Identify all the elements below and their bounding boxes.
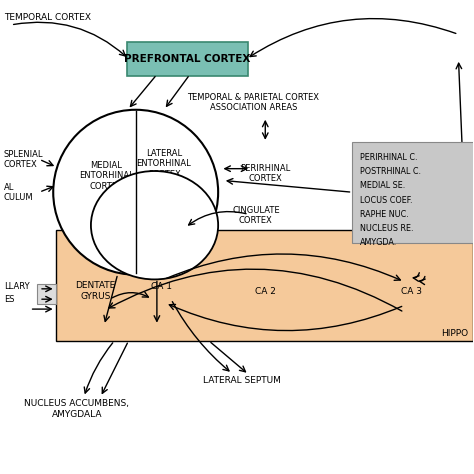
Text: LLARY: LLARY xyxy=(4,282,29,291)
Text: AL
CULUM: AL CULUM xyxy=(4,182,33,202)
Text: CA 3: CA 3 xyxy=(401,287,422,296)
Text: AMYGDA.: AMYGDA. xyxy=(359,238,397,247)
Text: SPLENIAL
CORTEX: SPLENIAL CORTEX xyxy=(4,150,43,169)
Text: CA 1: CA 1 xyxy=(151,282,172,291)
Text: CINGULATE
CORTEX: CINGULATE CORTEX xyxy=(232,206,280,226)
Text: TEMPORAL CORTEX: TEMPORAL CORTEX xyxy=(4,13,91,22)
Text: PERIRHINAL
CORTEX: PERIRHINAL CORTEX xyxy=(240,164,291,183)
FancyBboxPatch shape xyxy=(127,42,248,76)
Text: DENTATE
GYRUS: DENTATE GYRUS xyxy=(75,282,116,301)
Text: PREFRONTAL CORTEX: PREFRONTAL CORTEX xyxy=(124,54,251,64)
Ellipse shape xyxy=(91,171,218,279)
Bar xyxy=(36,284,55,304)
Text: RAPHE NUC.: RAPHE NUC. xyxy=(359,210,408,219)
Text: TEMPORAL & PARIETAL CORTEX
ASSOCIATION AREAS: TEMPORAL & PARIETAL CORTEX ASSOCIATION A… xyxy=(188,93,319,112)
Text: ENTORHINAL
CORTEX: ENTORHINAL CORTEX xyxy=(127,213,182,233)
FancyBboxPatch shape xyxy=(352,142,474,243)
Ellipse shape xyxy=(53,110,218,275)
Text: NUCLEUS ACCUMBENS,
AMYGDALA: NUCLEUS ACCUMBENS, AMYGDALA xyxy=(24,399,129,419)
Text: LATERAL SEPTUM: LATERAL SEPTUM xyxy=(203,376,281,385)
Text: CA 2: CA 2 xyxy=(255,287,276,296)
Bar xyxy=(55,230,473,341)
Text: MEDIAL
ENTORHINAL
CORTEX: MEDIAL ENTORHINAL CORTEX xyxy=(79,161,133,191)
Text: LATERAL
ENTORHINAL
CORTEX: LATERAL ENTORHINAL CORTEX xyxy=(137,149,191,179)
Text: POSTRHINAL C.: POSTRHINAL C. xyxy=(359,167,420,176)
Text: ES: ES xyxy=(4,295,14,304)
Text: PERIRHINAL C.: PERIRHINAL C. xyxy=(359,153,417,162)
Text: MEDIAL SE.: MEDIAL SE. xyxy=(359,182,405,191)
Text: LOCUS COEF.: LOCUS COEF. xyxy=(359,196,412,205)
Text: NUCLEUS RE.: NUCLEUS RE. xyxy=(359,224,413,233)
Text: HIPPO: HIPPO xyxy=(441,329,468,338)
